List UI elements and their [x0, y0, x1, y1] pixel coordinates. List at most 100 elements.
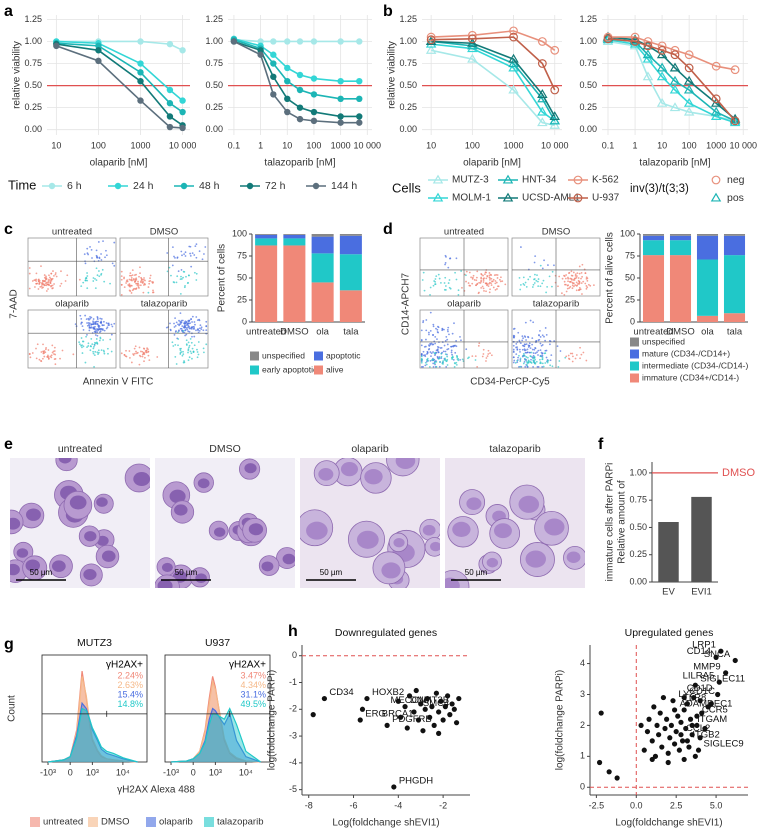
flow-dot — [177, 331, 179, 334]
flow-dot — [459, 335, 461, 338]
data-point — [137, 69, 144, 76]
flow-dot — [544, 327, 547, 329]
data-point — [137, 38, 144, 45]
flow-dot — [78, 278, 81, 281]
y-tick-label: 3 — [580, 689, 585, 699]
flow-dot — [527, 359, 530, 362]
data-point — [711, 61, 721, 71]
flow-dot — [517, 356, 519, 359]
legend-label: talazoparib — [217, 817, 263, 828]
flow-dot — [148, 280, 151, 283]
flow-dot — [512, 328, 515, 330]
data-point — [643, 41, 653, 51]
flow-dot — [120, 270, 123, 273]
flow-dot — [513, 335, 516, 337]
x-tick-label: untreated — [633, 327, 673, 338]
data-point — [357, 717, 363, 723]
flow-dot — [489, 273, 492, 276]
flow-dot — [193, 335, 196, 338]
flow-dot — [80, 317, 83, 320]
flow-dot — [532, 357, 534, 360]
data-point — [402, 704, 408, 710]
flow-dot — [534, 352, 537, 355]
data-point — [549, 119, 560, 129]
flow-dot — [100, 253, 102, 255]
flow-dot — [476, 282, 479, 285]
flow-dot — [575, 289, 578, 292]
flow-dot — [86, 252, 89, 255]
nucleus — [544, 518, 565, 536]
y-tick-label: 1 — [580, 751, 585, 761]
flow-dot — [85, 276, 88, 279]
x-axis-label: talazoparib [nM] — [639, 158, 710, 169]
flow-dot — [564, 277, 567, 280]
legend-swatch — [30, 817, 40, 827]
flow-dot — [568, 272, 570, 275]
x-tick-label: 10 000 — [354, 140, 382, 150]
flow-dot — [35, 280, 38, 282]
data-point — [137, 97, 144, 104]
flow-dot — [451, 358, 454, 361]
flow-dot — [474, 359, 477, 361]
flow-dot — [178, 329, 180, 332]
flow-dot — [103, 329, 106, 332]
flow-dot — [437, 325, 439, 328]
flow-dot — [195, 316, 198, 318]
x-tick-label: 10 — [51, 140, 61, 150]
flow-dot — [44, 280, 46, 283]
flow-dot — [569, 285, 572, 288]
flow-dot — [520, 246, 522, 248]
flow-dot — [534, 255, 537, 257]
nucleus — [566, 551, 581, 563]
x-tick-label: 0.1 — [228, 140, 241, 150]
flow-dot — [84, 279, 87, 282]
flow-dot — [136, 351, 139, 354]
flow-dot — [465, 348, 468, 351]
data-point — [694, 722, 700, 729]
flow-dot — [171, 246, 174, 249]
flow-dot — [92, 320, 94, 323]
data-point — [337, 113, 344, 120]
flow-dot — [88, 318, 90, 321]
legend-label: early apoptotic — [262, 364, 318, 374]
flow-dot — [181, 354, 184, 357]
flow-dot — [430, 342, 433, 345]
nucleus — [161, 562, 173, 572]
flow-dot — [100, 272, 103, 275]
flow-dot — [480, 279, 483, 282]
flow-dot — [544, 362, 547, 364]
flow-dot — [103, 352, 106, 355]
data-point — [426, 35, 436, 45]
flow-dot — [29, 356, 32, 359]
gate-value: 15.4% — [117, 689, 143, 699]
flow-dot — [92, 323, 94, 326]
flow-dot — [515, 353, 518, 356]
gate-value: 2.63% — [117, 680, 143, 690]
data-point — [509, 32, 518, 42]
data-point — [686, 744, 692, 750]
flow-dot — [38, 282, 41, 285]
flow-dot — [519, 284, 522, 286]
flow-dot — [578, 280, 581, 283]
flow-dot — [504, 283, 507, 286]
data-point — [656, 71, 668, 81]
point-label: SNCA — [704, 649, 731, 660]
bar-segment — [339, 234, 362, 236]
legend-swatch — [314, 365, 323, 375]
flow-dot — [575, 284, 578, 287]
flow-dot — [543, 352, 546, 355]
flow-dot — [528, 344, 531, 347]
data-point — [364, 695, 370, 702]
flow-dot — [174, 324, 177, 327]
flow-dot — [138, 275, 140, 278]
gate-value: 3.47% — [240, 670, 266, 680]
flow-dot — [537, 278, 540, 280]
flow-dot — [434, 283, 436, 286]
flow-dot — [447, 266, 450, 269]
flow-dot — [48, 276, 51, 279]
data-point — [310, 712, 316, 718]
legend-label: K-562 — [592, 175, 619, 186]
data-point — [321, 695, 327, 702]
data-point — [692, 753, 698, 759]
data-point — [669, 84, 681, 94]
